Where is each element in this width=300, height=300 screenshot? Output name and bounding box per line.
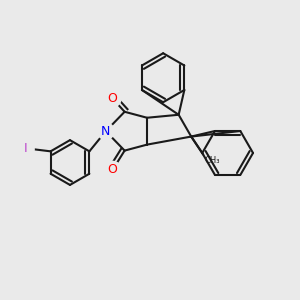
- Text: I: I: [24, 142, 28, 155]
- Circle shape: [104, 161, 121, 178]
- Circle shape: [104, 90, 121, 107]
- Circle shape: [98, 123, 114, 140]
- Text: O: O: [108, 163, 118, 176]
- Text: N: N: [101, 125, 110, 138]
- Circle shape: [17, 141, 34, 157]
- Text: O: O: [108, 92, 118, 105]
- Text: CH₃: CH₃: [205, 156, 220, 165]
